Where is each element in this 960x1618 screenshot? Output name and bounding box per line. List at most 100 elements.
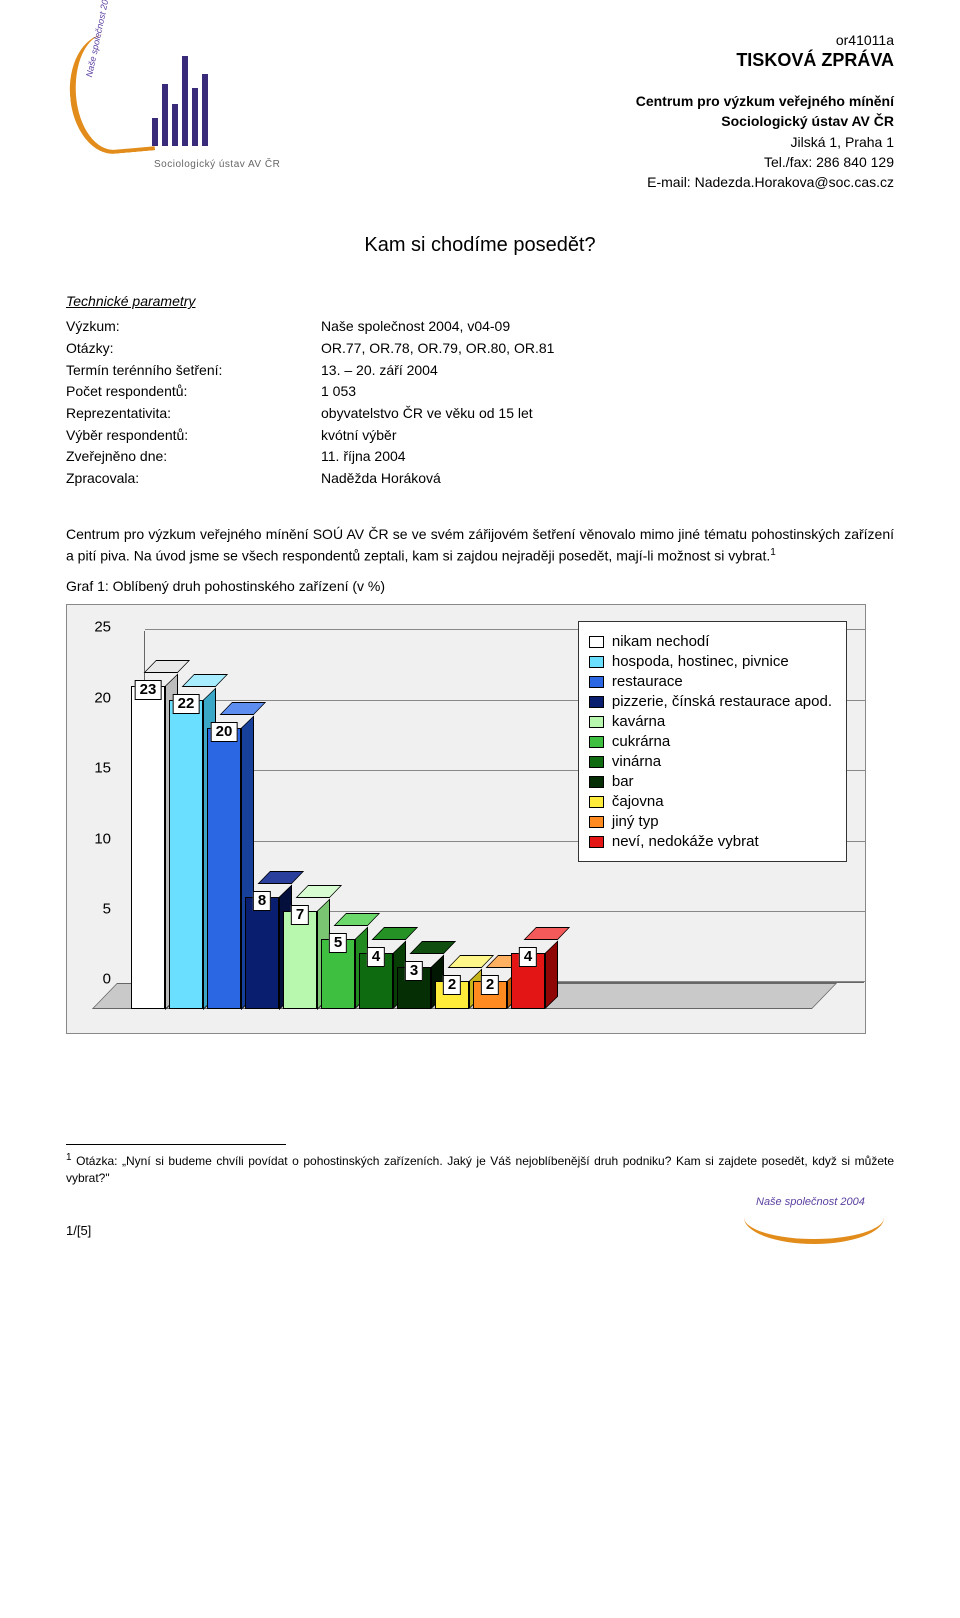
legend-label: nikam nechodí bbox=[612, 633, 710, 650]
org-line3: Jilská 1, Praha 1 bbox=[326, 132, 894, 152]
legend-label: bar bbox=[612, 773, 634, 790]
legend-item: cukrárna bbox=[589, 733, 832, 750]
y-axis-label: 20 bbox=[85, 689, 111, 706]
footnote-ref: 1 bbox=[770, 547, 776, 558]
footnote-divider bbox=[66, 1144, 286, 1145]
chart-bar: 23 bbox=[131, 672, 165, 1010]
legend-swatch bbox=[589, 836, 604, 848]
doc-title: TISKOVÁ ZPRÁVA bbox=[326, 50, 894, 71]
bar-front bbox=[131, 686, 165, 1010]
y-axis-label: 10 bbox=[85, 830, 111, 847]
legend-swatch bbox=[589, 816, 604, 828]
bar-front bbox=[245, 897, 279, 1010]
chart-title: Graf 1: Oblíbený druh pohostinského zaří… bbox=[66, 578, 894, 594]
params-row: Výzkum:Naše společnost 2004, v04-09 bbox=[66, 316, 894, 338]
bar-value-label: 4 bbox=[367, 947, 385, 967]
params-row: Otázky:OR.77, OR.78, OR.79, OR.80, OR.81 bbox=[66, 338, 894, 360]
footnote: 1 Otázka: „Nyní si budeme chvíli povídat… bbox=[66, 1151, 894, 1187]
legend-item: pizzerie, čínská restaurace apod. bbox=[589, 693, 832, 710]
header-row: Naše společnost 2004 Sociologický ústav … bbox=[66, 28, 894, 192]
chart-bar: 3 bbox=[397, 953, 431, 1009]
footnote-text: Otázka: „Nyní si budeme chvíli povídat o… bbox=[66, 1154, 894, 1185]
chart-bar: 2 bbox=[435, 967, 469, 1009]
org-line1: Centrum pro výzkum veřejného mínění bbox=[326, 91, 894, 111]
legend-label: pizzerie, čínská restaurace apod. bbox=[612, 693, 832, 710]
params-label: Reprezentativita: bbox=[66, 403, 321, 425]
logo-bars-icon bbox=[152, 56, 208, 146]
bar-top bbox=[258, 871, 305, 884]
legend-swatch bbox=[589, 636, 604, 648]
logo-arc-icon bbox=[65, 31, 155, 158]
y-axis-label: 5 bbox=[85, 900, 111, 917]
chart-bar: 2 bbox=[473, 967, 507, 1009]
legend-swatch bbox=[589, 656, 604, 668]
y-axis-label: 15 bbox=[85, 760, 111, 777]
bar-value-label: 2 bbox=[481, 975, 499, 995]
legend-label: vinárna bbox=[612, 753, 661, 770]
bar-value-label: 4 bbox=[519, 947, 537, 967]
header-right: or41011a TISKOVÁ ZPRÁVA Centrum pro výzk… bbox=[326, 28, 894, 192]
params-value: 13. – 20. září 2004 bbox=[321, 360, 894, 382]
params-label: Zveřejněno dne: bbox=[66, 446, 321, 468]
bar-value-label: 3 bbox=[405, 961, 423, 981]
page-title: Kam si chodíme posedět? bbox=[66, 234, 894, 257]
legend-label: restaurace bbox=[612, 673, 683, 690]
legend-swatch bbox=[589, 776, 604, 788]
legend-item: neví, nedokáže vybrat bbox=[589, 833, 832, 850]
params-heading: Technické parametry bbox=[66, 291, 894, 313]
bar-top bbox=[296, 885, 343, 898]
legend-item: jiný typ bbox=[589, 813, 832, 830]
logo-subtitle: Sociologický ústav AV ČR bbox=[154, 159, 280, 170]
params-value: 1 053 bbox=[321, 381, 894, 403]
params-value: 11. října 2004 bbox=[321, 446, 894, 468]
bar-value-label: 5 bbox=[329, 933, 347, 953]
params-value: kvótní výběr bbox=[321, 425, 894, 447]
params-label: Počet respondentů: bbox=[66, 381, 321, 403]
y-axis-label: 0 bbox=[85, 971, 111, 988]
legend-item: hospoda, hostinec, pivnice bbox=[589, 653, 832, 670]
params-row: Termín terénního šetření:13. – 20. září … bbox=[66, 360, 894, 382]
org-line5: E-mail: Nadezda.Horakova@soc.cas.cz bbox=[326, 172, 894, 192]
params-label: Otázky: bbox=[66, 338, 321, 360]
legend-label: kavárna bbox=[612, 713, 665, 730]
bar-value-label: 7 bbox=[291, 905, 309, 925]
org-line4: Tel./fax: 286 840 129 bbox=[326, 152, 894, 172]
body-paragraph: Centrum pro výzkum veřejného mínění SOÚ … bbox=[66, 524, 894, 567]
bar-front bbox=[207, 728, 241, 1010]
chart-bar: 20 bbox=[207, 714, 241, 1010]
params-value: Naděžda Horáková bbox=[321, 468, 894, 490]
bar-front bbox=[169, 700, 203, 1010]
bar-top bbox=[144, 660, 191, 673]
y-axis-label: 25 bbox=[85, 619, 111, 636]
legend-swatch bbox=[589, 756, 604, 768]
bars-layer: 23222087543224 bbox=[131, 629, 591, 1009]
bar-value-label: 8 bbox=[253, 891, 271, 911]
params-value: obyvatelstvo ČR ve věku od 15 let bbox=[321, 403, 894, 425]
chart-bar: 8 bbox=[245, 883, 279, 1010]
legend-label: cukrárna bbox=[612, 733, 670, 750]
legend-item: kavárna bbox=[589, 713, 832, 730]
params-row: Reprezentativita:obyvatelstvo ČR ve věku… bbox=[66, 403, 894, 425]
parameters-block: Technické parametry Výzkum:Naše společno… bbox=[66, 291, 894, 489]
params-value: Naše společnost 2004, v04-09 bbox=[321, 316, 894, 338]
legend-item: nikam nechodí bbox=[589, 633, 832, 650]
bar-value-label: 22 bbox=[173, 694, 200, 714]
legend-item: bar bbox=[589, 773, 832, 790]
legend-item: vinárna bbox=[589, 753, 832, 770]
params-label: Zpracovala: bbox=[66, 468, 321, 490]
bar-top bbox=[182, 674, 229, 687]
params-row: Zveřejněno dne:11. října 2004 bbox=[66, 446, 894, 468]
bar-value-label: 20 bbox=[211, 722, 238, 742]
footer-logo: Naše společnost 2004 bbox=[734, 1192, 894, 1252]
legend-swatch bbox=[589, 696, 604, 708]
legend-swatch bbox=[589, 796, 604, 808]
org-line2: Sociologický ústav AV ČR bbox=[326, 111, 894, 131]
chart-bar: 5 bbox=[321, 925, 355, 1009]
bar-top bbox=[220, 702, 267, 715]
legend-label: čajovna bbox=[612, 793, 664, 810]
bar-side bbox=[545, 940, 558, 1009]
doc-code: or41011a bbox=[326, 32, 894, 48]
chart-bar: 4 bbox=[359, 939, 393, 1009]
bar-top bbox=[410, 941, 457, 954]
legend-item: restaurace bbox=[589, 673, 832, 690]
